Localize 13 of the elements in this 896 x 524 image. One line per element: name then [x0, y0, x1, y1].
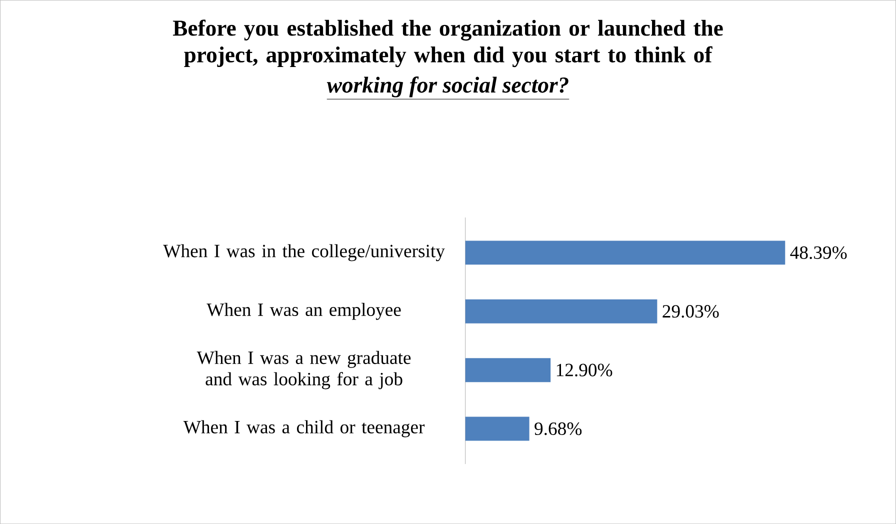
bar	[465, 240, 786, 265]
bar	[465, 299, 658, 324]
chart-subtitle: working for social sector?	[326, 76, 568, 98]
data-label: 48.39%	[790, 246, 847, 259]
y-tick-label: When I was a child or teenager	[183, 420, 425, 438]
data-label: 12.90%	[556, 364, 612, 376]
y-tick-label: When I was a new graduate and was looking for a job	[196, 350, 411, 390]
y-tick-label: When I was an employee	[206, 302, 401, 320]
data-label: 9.68%	[534, 422, 582, 436]
bar	[465, 358, 551, 382]
bar	[465, 416, 530, 441]
data-label: 29.03%	[662, 304, 719, 318]
y-tick-label: When I was in the college/university	[163, 244, 445, 262]
